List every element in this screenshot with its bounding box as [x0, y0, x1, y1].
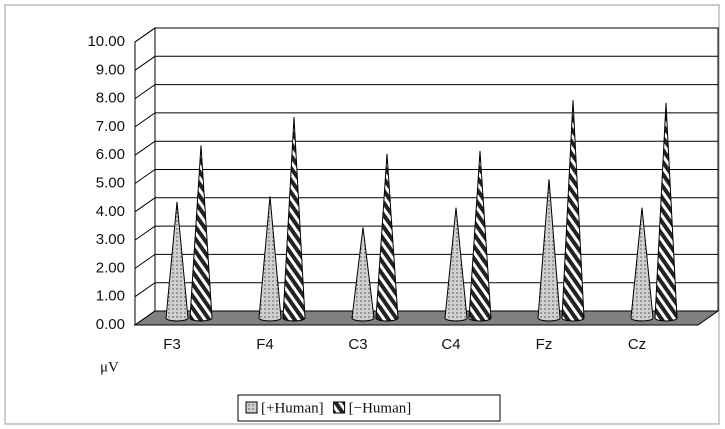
y-tick-label: 9.00 [96, 61, 125, 78]
grid-line [134, 169, 718, 184]
x-tick-label: Fz [536, 336, 553, 353]
y-tick-label: 6.00 [96, 146, 125, 163]
cone [258, 196, 282, 322]
grid-line [134, 84, 718, 100]
legend-label: [+Human] [261, 400, 324, 416]
cone [537, 179, 561, 322]
x-tick-label: C4 [441, 336, 460, 353]
x-tick-label: C3 [348, 336, 367, 353]
y-tick-label: 7.00 [96, 118, 125, 135]
y-axis-label: μV [100, 359, 119, 375]
grid-line [134, 225, 718, 241]
y-tick-label: 2.00 [96, 259, 125, 276]
legend-box [237, 394, 501, 422]
cone [444, 207, 468, 322]
cone [189, 145, 213, 322]
grid-line [134, 55, 718, 71]
legend-label: [−Human] [349, 400, 412, 416]
grid-line [134, 112, 718, 128]
y-tick-label: 3.00 [96, 231, 125, 248]
grid-line [134, 27, 718, 43]
cone [165, 201, 189, 322]
cone [375, 153, 399, 322]
y-tick-label: 1.00 [96, 288, 125, 305]
grid-line [134, 140, 718, 156]
cone [630, 207, 654, 322]
grid-line [134, 282, 718, 298]
y-tick-label: 5.00 [96, 174, 125, 191]
cone [561, 100, 585, 322]
cone [282, 117, 306, 322]
x-tick-label: F3 [163, 336, 181, 353]
y-tick-label: 10.00 [87, 33, 125, 50]
x-tick-label: Cz [628, 336, 646, 353]
y-tick-label: 8.00 [96, 90, 125, 107]
grid-line [134, 253, 718, 269]
y-tick-label: 0.00 [96, 316, 125, 333]
y-tick-label: 4.00 [96, 203, 125, 220]
cone [654, 102, 678, 322]
legend-swatch [245, 401, 258, 414]
cone [351, 227, 375, 322]
legend-swatch [333, 401, 346, 414]
cone [468, 150, 492, 322]
grid-line [134, 197, 718, 213]
x-tick-label: F4 [256, 336, 274, 353]
